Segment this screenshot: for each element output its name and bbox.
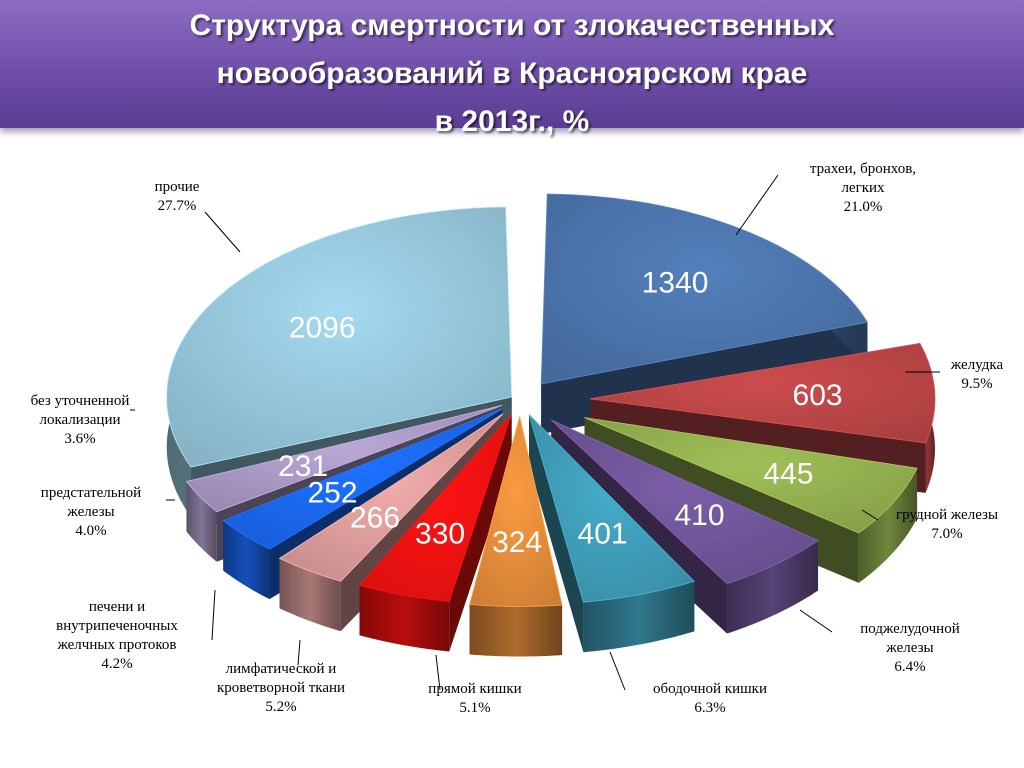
- leader-line-rectum: [435, 654, 441, 691]
- slice-top: [222, 408, 503, 550]
- label-text: железы: [886, 640, 934, 656]
- chart-title: Структура смертности от злокачественных …: [0, 2, 1024, 146]
- leader-line-breast: [861, 509, 879, 521]
- label-stomach: желудка 9.5%: [932, 356, 1022, 394]
- label-trachea-lungs: трахеи, бронхов, легких 21.0%: [778, 160, 948, 217]
- label-percent: 21.0%: [843, 199, 883, 215]
- label-percent: 6.4%: [894, 659, 926, 675]
- label-text: без уточненной: [30, 393, 130, 409]
- label-percent: 9.5%: [961, 376, 993, 392]
- label-text: трахеи, бронхов,: [809, 161, 917, 177]
- label-text: локализации: [39, 412, 121, 428]
- leader-line-other: [204, 211, 241, 253]
- slice-outer-wall: [726, 540, 819, 634]
- slice-outer-wall: [469, 604, 563, 657]
- slice-value-label: 231: [278, 450, 328, 483]
- slice-top: [469, 416, 563, 607]
- label-text: лимфатической и: [225, 661, 337, 677]
- label-text: поджелудочной: [860, 621, 960, 637]
- label-text: грудной железы: [895, 507, 999, 523]
- slice-value-label: 266: [350, 501, 400, 534]
- pie-slice-rectum: 324: [469, 416, 563, 657]
- slice-value-label: 410: [675, 499, 725, 532]
- label-text: прочие: [154, 179, 200, 195]
- label-text: желудка: [950, 357, 1004, 373]
- label-text: ободочной кишки: [653, 681, 767, 697]
- slice-outer-wall: [583, 581, 695, 653]
- slice-outer-wall: [359, 585, 450, 652]
- slice-value-label: 603: [793, 379, 843, 412]
- label-other: прочие 27.7%: [112, 178, 242, 216]
- label-text: легких: [841, 180, 885, 196]
- label-text: внутрипеченочных: [56, 618, 178, 634]
- label-pancreas: поджелудочной железы 6.4%: [830, 620, 990, 677]
- label-breast: грудной железы 7.0%: [872, 506, 1022, 544]
- title-line-2: новообразований в Красноярском крае: [216, 57, 808, 90]
- slice-top: [550, 419, 819, 584]
- label-lymphatic: лимфатической и кроветворной ткани 5.2%: [186, 660, 376, 717]
- slice-value-label: 445: [763, 457, 813, 490]
- label-text: прямой кишки: [428, 681, 522, 697]
- label-percent: 5.2%: [265, 699, 297, 715]
- leader-line-pancreas: [799, 609, 833, 633]
- pie-slice-lymphatic: 330: [358, 414, 512, 652]
- label-percent: 4.0%: [75, 523, 107, 539]
- label-text: железы: [67, 504, 115, 520]
- label-rectum: прямой кишки 5.1%: [400, 680, 550, 718]
- label-text: предстательной: [40, 485, 142, 501]
- slice-top: [166, 206, 513, 468]
- slice-value-label: 2096: [289, 311, 356, 344]
- slice-top: [528, 414, 696, 603]
- label-prostate: предстательной железы 4.0%: [16, 484, 166, 541]
- leader-line-liver: [211, 589, 216, 641]
- label-text: кроветворной ткани: [216, 680, 346, 696]
- label-text: желчных протоков: [57, 637, 177, 653]
- label-percent: 6.3%: [694, 700, 726, 716]
- leader-line-trachea-lungs: [735, 174, 779, 236]
- title-line-1: Структура смертности от злокачественных: [189, 9, 835, 42]
- slice-top: [589, 342, 936, 444]
- label-colon: ободочной кишки 6.3%: [620, 680, 800, 718]
- slice-value-label: 324: [492, 526, 542, 559]
- slice-side-wall: [529, 414, 584, 653]
- slice-outer-wall: [186, 481, 217, 562]
- slice-value-label: 252: [307, 476, 357, 509]
- slice-outer-wall: [223, 520, 270, 600]
- slice-top: [358, 414, 512, 602]
- label-percent: 27.7%: [157, 198, 197, 214]
- slice-value-label: 330: [415, 518, 465, 551]
- label-text: печени и: [88, 599, 146, 615]
- pie-slice-colon: 401: [528, 414, 696, 653]
- slice-top: [584, 417, 918, 534]
- label-percent: 5.1%: [459, 700, 491, 716]
- title-banner: [0, 0, 1024, 128]
- slice-value-label: 1340: [642, 267, 709, 300]
- leader-line-colon: [609, 651, 626, 691]
- title-line-3: в 2013г., %: [434, 105, 590, 138]
- label-percent: 3.6%: [64, 431, 96, 447]
- slice-top: [540, 193, 869, 385]
- leader-line-lymphatic: [297, 639, 301, 666]
- slice-outer-wall: [858, 468, 918, 583]
- slice-top: [278, 413, 504, 582]
- label-percent: 4.2%: [101, 656, 133, 672]
- slice-top: [185, 404, 503, 513]
- label-percent: 7.0%: [931, 526, 963, 542]
- label-liver: печени и внутрипеченочных желчных проток…: [22, 598, 212, 674]
- label-unspecified: без уточненной локализации 3.6%: [10, 392, 150, 449]
- slice-value-label: 401: [578, 517, 628, 550]
- slice-side-wall: [186, 405, 503, 532]
